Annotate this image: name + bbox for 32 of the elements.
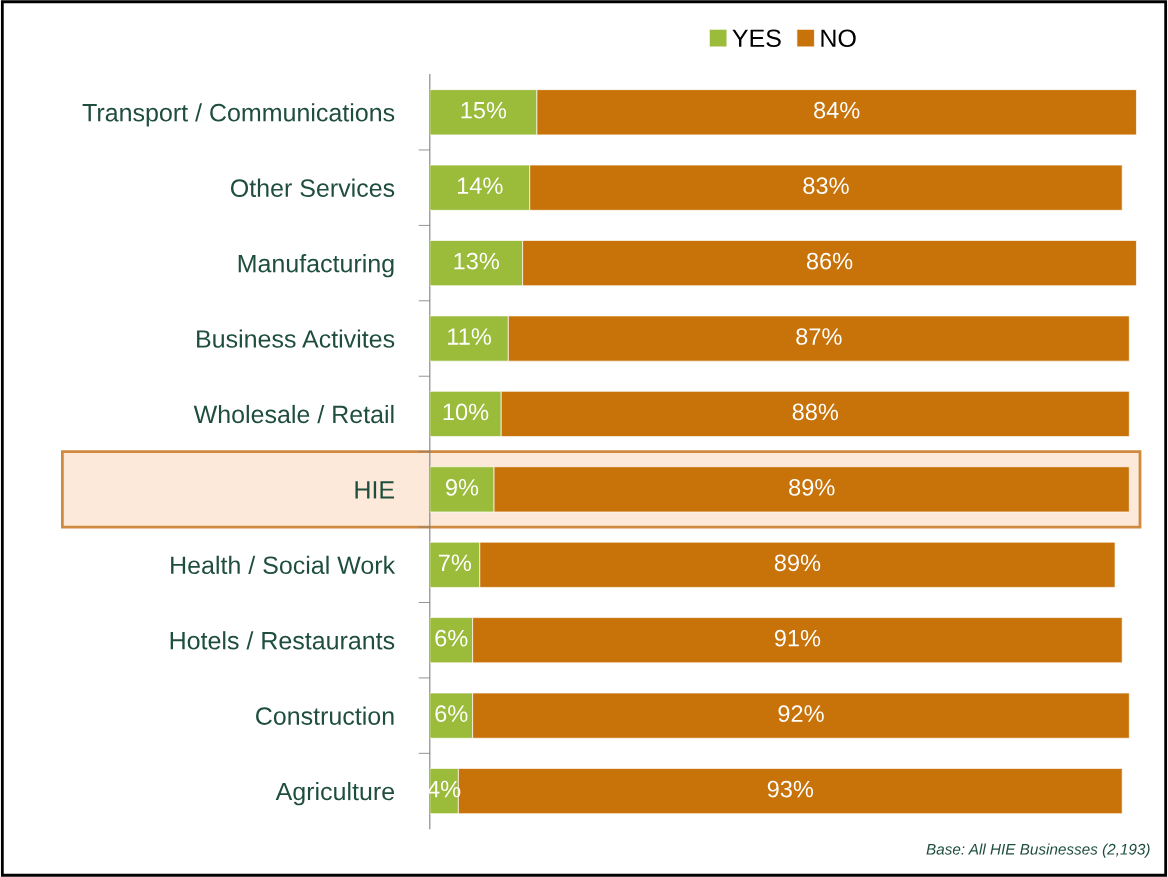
legend-label: NO xyxy=(821,29,856,48)
data-label: 91% xyxy=(774,629,821,647)
data-label: 14% xyxy=(457,177,503,194)
data-label: 15% xyxy=(461,101,507,119)
data-label: 93% xyxy=(767,780,814,798)
data-label: 84% xyxy=(814,101,860,119)
data-label: 92% xyxy=(778,705,824,722)
data-label: 83% xyxy=(803,177,849,195)
y-tick-label: Manufacturing xyxy=(238,254,394,278)
data-label: 89% xyxy=(774,554,821,572)
data-label: 86% xyxy=(806,252,853,270)
y-tick-label: Hotels / Restaurants xyxy=(170,631,395,650)
data-label: 88% xyxy=(792,403,839,421)
y-tick-label: HIE xyxy=(355,481,395,499)
y-tick-label: Agriculture xyxy=(275,782,394,806)
data-label: 11% xyxy=(448,328,491,345)
y-tick-label: Other Services xyxy=(230,178,395,197)
data-label: 89% xyxy=(789,478,835,496)
text: Base: All HIE Businesses (2,193) xyxy=(926,843,1150,858)
y-tick-label: Wholesale / Retail xyxy=(193,404,394,424)
data-label: 6% xyxy=(435,705,468,722)
y-tick-label: Construction xyxy=(256,706,394,725)
data-label: 6% xyxy=(435,629,468,647)
data-label: 10% xyxy=(443,403,489,421)
data-label: 7% xyxy=(438,554,472,572)
y-tick-label: Transport / Communications xyxy=(82,103,395,127)
y-tick-label: Health / Social Work xyxy=(171,555,396,575)
data-label: 87% xyxy=(796,328,842,345)
data-label: 9% xyxy=(445,478,479,496)
legend-label: YES xyxy=(732,29,781,48)
data-label: 13% xyxy=(454,252,500,270)
y-tick-label: Business Activites xyxy=(197,329,395,348)
